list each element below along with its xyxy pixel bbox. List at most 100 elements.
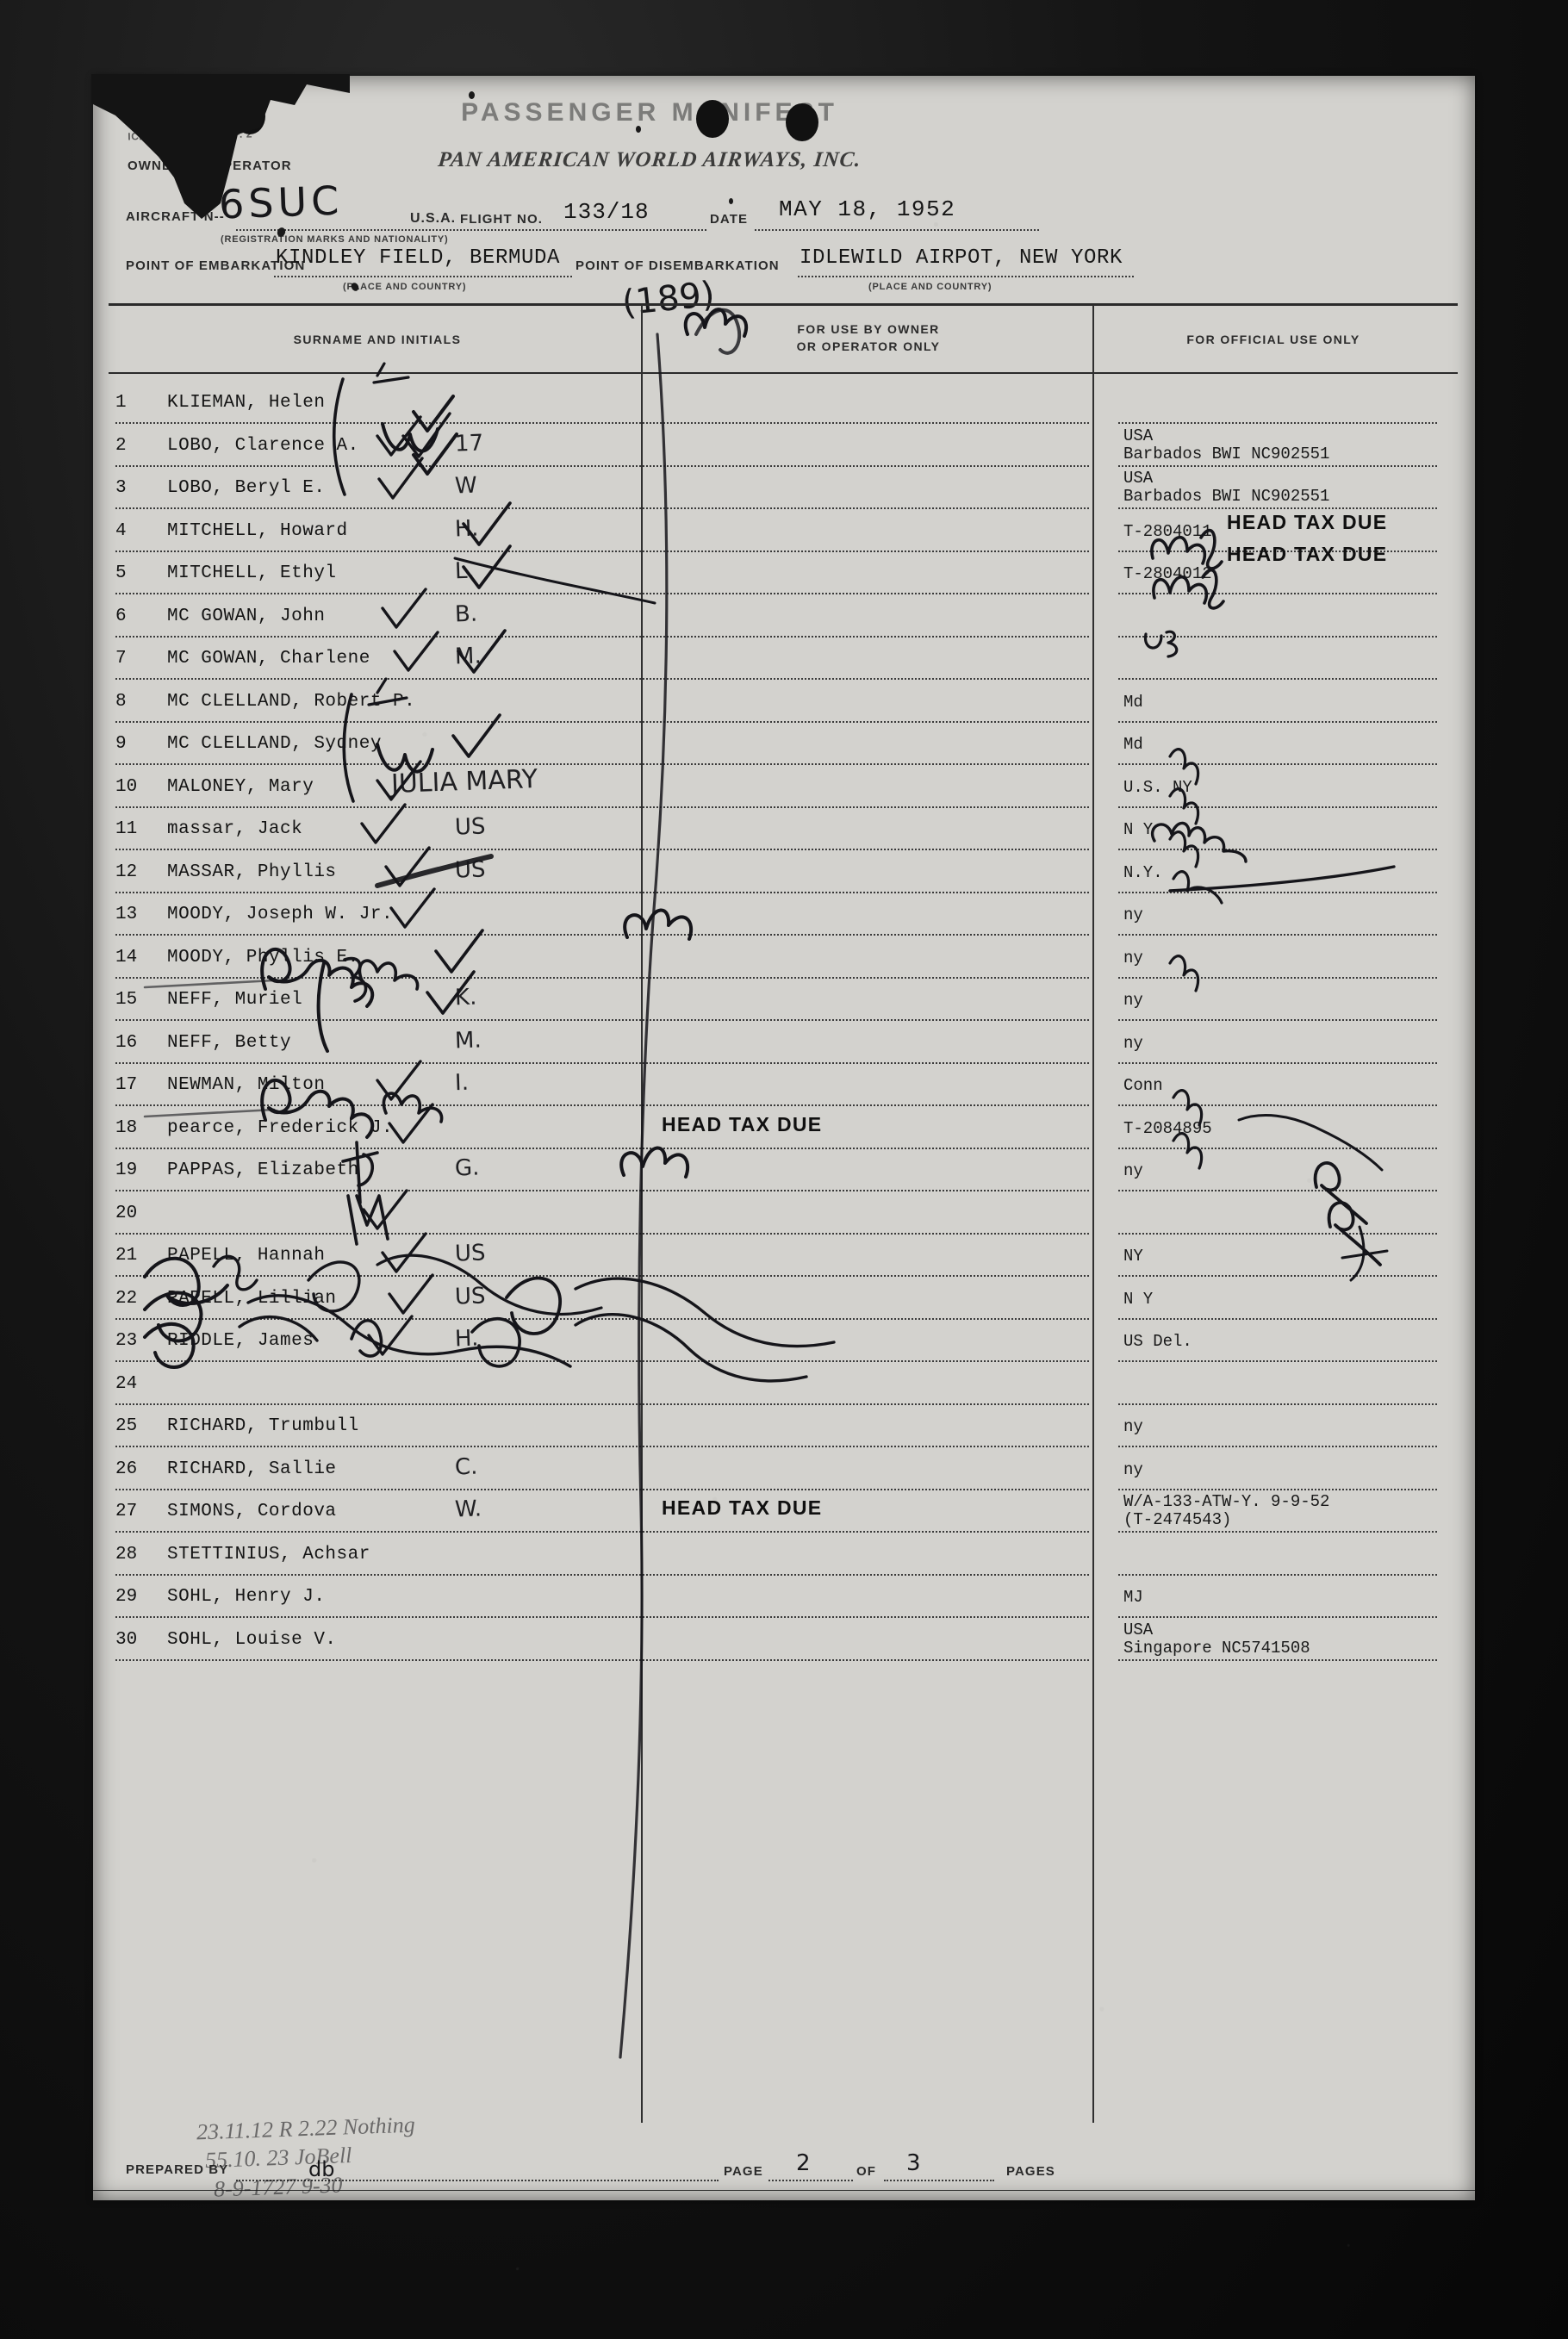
row-number: 16 <box>115 1032 138 1053</box>
row-underline <box>115 1232 1089 1235</box>
official-row-underline <box>1118 1061 1437 1064</box>
flight-no-rule <box>553 229 706 231</box>
table-row: 29 SOHL, Henry J. MJ <box>93 1580 1444 1623</box>
passenger-name: MOODY, Phyllis E. <box>167 947 359 967</box>
official-use-entry: ny <box>1123 1161 1143 1180</box>
head-tax-due-stamp: HEAD TAX DUE <box>1227 543 1388 565</box>
row-number: 2 <box>115 435 127 456</box>
table-header-rule <box>109 372 1458 374</box>
row-underline <box>115 464 1089 467</box>
official-use-entry: USA Barbados BWI NC902551 <box>1123 469 1330 506</box>
table-row: 13 MOODY, Joseph W. Jr. ny <box>93 898 1444 941</box>
row-underline <box>115 1531 1089 1533</box>
official-row-underline <box>1118 1147 1437 1149</box>
official-row-underline <box>1118 1232 1437 1235</box>
row-underline <box>115 849 1089 850</box>
table-row: 14 MOODY, Phyllis E. ny <box>93 941 1444 984</box>
row-number: 15 <box>115 990 138 1010</box>
official-use-entry: ny <box>1123 948 1143 967</box>
row-number: 28 <box>115 1544 138 1565</box>
passenger-name: MOODY, Joseph W. Jr. <box>167 905 394 924</box>
head-tax-due-stamp: HEAD TAX DUE <box>1227 510 1388 533</box>
date-rule <box>755 229 1039 231</box>
row-number: 20 <box>115 1203 138 1223</box>
table-row: 22 PAPELL, Lillian N Y US <box>93 1282 1444 1325</box>
passenger-name: pearce, Frederick J. <box>167 1117 394 1138</box>
passenger-name: SOHL, Louise V. <box>167 1629 337 1650</box>
official-row-underline <box>1118 678 1437 680</box>
handwritten-annotation: JULIA MARY <box>390 763 538 799</box>
row-underline <box>115 1403 1089 1405</box>
official-use-entry: T-2804011 <box>1123 521 1212 541</box>
passenger-name: MITCHELL, Howard <box>167 520 348 541</box>
official-row-underline <box>1118 1573 1437 1576</box>
official-row-underline <box>1118 1446 1437 1447</box>
official-row-underline <box>1118 1616 1437 1618</box>
punch-hole <box>696 100 729 138</box>
table-row: 27 SIMONS, Cordova W/A-133-ATW-Y. 9-9-52 (… <box>93 1493 1444 1538</box>
row-number: 23 <box>115 1331 138 1351</box>
handwritten-annotation: 17 <box>454 429 484 457</box>
handwritten-annotation: H. <box>454 515 479 542</box>
table-row: 24Blank <box>93 1367 1444 1410</box>
official-row-underline <box>1118 849 1437 850</box>
row-number: 22 <box>115 1288 138 1309</box>
date-label: DATE <box>710 212 749 227</box>
official-use-entry: US Del. <box>1123 1332 1192 1351</box>
ink-fleck <box>469 91 475 99</box>
footer-handwritten-note: 8-9-1727 9-30 <box>213 2172 343 2202</box>
row-underline <box>115 1658 1089 1661</box>
row-number: 21 <box>115 1246 138 1266</box>
table-row: 26 RICHARD, Sallie ny C. <box>93 1453 1444 1496</box>
official-use-entry: N.Y. <box>1123 862 1163 882</box>
handwritten-annotation: US <box>454 855 487 884</box>
row-number: 27 <box>115 1502 138 1521</box>
row-underline <box>115 593 1089 594</box>
handwritten-annotation: H. <box>454 1325 479 1353</box>
row-underline <box>115 1104 1089 1106</box>
official-use-entry: T-2804012 <box>1123 564 1212 583</box>
aircraft-value: 6SUC <box>218 177 345 228</box>
passenger-name: MC GOWAN, John <box>167 606 326 626</box>
pages-label: PAGES <box>1006 2164 1055 2179</box>
passenger-name: NEFF, Muriel <box>167 990 303 1010</box>
official-row-underline <box>1118 934 1437 936</box>
aircraft-rule <box>236 229 569 231</box>
row-number: 30 <box>115 1629 138 1650</box>
official-use-entry: U.S. NY <box>1123 777 1192 797</box>
official-use-entry: ny <box>1123 1417 1143 1436</box>
official-row-underline <box>1118 763 1437 765</box>
passenger-name: STETTINIUS, Achsar <box>167 1544 370 1565</box>
official-use-entry: N Y <box>1123 1289 1154 1309</box>
row-underline <box>115 1190 1089 1191</box>
table-row: 7 MC GOWAN, Charlene M. <box>93 642 1444 685</box>
of-rule <box>884 2180 994 2181</box>
official-row-underline <box>1118 464 1437 467</box>
passenger-name: massar, Jack <box>167 819 303 839</box>
row-number: 24 <box>115 1373 138 1394</box>
owner-operator-label: OWNER OR OPERATOR <box>128 159 292 173</box>
handwritten-annotation: C. <box>454 1453 478 1480</box>
official-use-entry: ny <box>1123 1459 1143 1479</box>
passenger-name: RICHARD, Sallie <box>167 1459 337 1479</box>
row-number: 26 <box>115 1459 138 1479</box>
passenger-name: NEFF, Betty <box>167 1032 292 1053</box>
row-number: 14 <box>115 947 138 967</box>
official-use-entry: T-2084895 <box>1123 1118 1212 1138</box>
official-row-underline <box>1118 891 1437 893</box>
passenger-name: PAPPAS, Elizabeth <box>167 1160 359 1180</box>
handwritten-annotation: US <box>454 1240 487 1267</box>
table-row: 16 NEFF, Betty ny M. <box>93 1026 1444 1069</box>
official-row-underline <box>1118 422 1437 424</box>
handwritten-annotation: L. <box>454 557 476 585</box>
manifest-document: APPROVED SYSTEM GEN. COMM. ICAO ANNEX 9—… <box>91 74 1475 2202</box>
official-row-underline <box>1118 550 1437 552</box>
footer-handwritten-note: 55.10. 23 JoBell <box>204 2143 352 2173</box>
prepared-by-label: PREPARED BY <box>126 2162 229 2177</box>
table-top-rule <box>109 303 1458 306</box>
official-use-entry: ny <box>1123 905 1143 924</box>
page-value: 2 <box>796 2150 811 2176</box>
passenger-name: KLIEMAN, Helen <box>167 393 326 413</box>
table-row: 30 SOHL, Louise V. USA Singapore NC5741508 <box>93 1621 1444 1666</box>
row-number: 6 <box>115 606 127 626</box>
